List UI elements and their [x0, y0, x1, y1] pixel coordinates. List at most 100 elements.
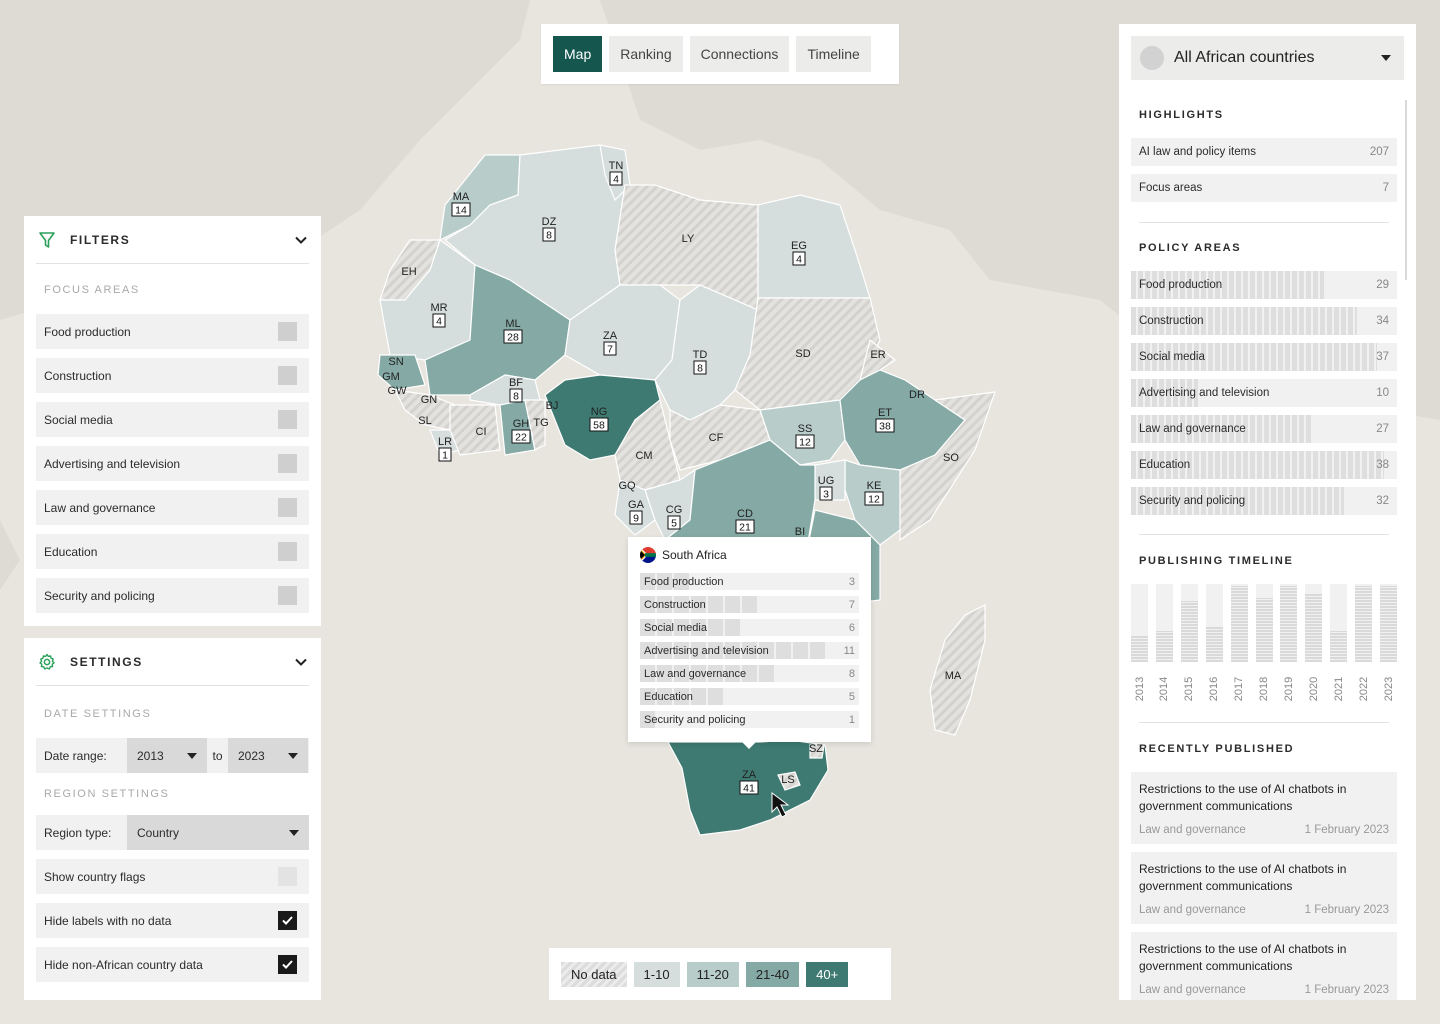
recent-item-area: Law and governance: [1139, 824, 1246, 836]
focus-area-label: Security and policing: [44, 588, 155, 603]
tooltip-row: Social media 6: [640, 619, 859, 636]
tab-timeline[interactable]: Timeline: [796, 36, 871, 72]
chevron-down-icon[interactable]: [293, 654, 309, 670]
tab-connections[interactable]: Connections: [689, 36, 790, 72]
country-shape-sz[interactable]: [809, 744, 825, 759]
hide-labels-checkbox[interactable]: [278, 911, 297, 930]
count-box: [693, 360, 707, 375]
policy-area-row[interactable]: Social media 37: [1131, 343, 1397, 371]
country-code: ZA: [603, 330, 618, 342]
country-code: GQ: [618, 480, 636, 492]
timeline-year-label: 2022: [1355, 672, 1372, 706]
focus-area-social-media[interactable]: Social media: [36, 402, 309, 437]
focus-area-checkbox[interactable]: [278, 366, 297, 385]
timeline-bar[interactable]: [1380, 584, 1397, 662]
focus-area-advertising[interactable]: Advertising and television: [36, 446, 309, 481]
focus-area-checkbox[interactable]: [278, 542, 297, 561]
policy-area-row[interactable]: Construction 34: [1131, 307, 1397, 335]
country-label-sd: SD: [795, 348, 810, 360]
focus-area-law[interactable]: Law and governance: [36, 490, 309, 525]
country-select[interactable]: All African countries: [1131, 36, 1404, 80]
focus-area-label: Law and governance: [44, 500, 156, 515]
highlight-label: Focus areas: [1139, 182, 1203, 194]
country-code: ET: [878, 407, 892, 419]
timeline-year-label: 2023: [1380, 672, 1397, 706]
timeline-bar[interactable]: [1355, 584, 1373, 662]
region-settings-title: REGION SETTINGS: [44, 788, 170, 800]
timeline-bar-fill: [1131, 634, 1148, 662]
timeline-bar[interactable]: [1155, 584, 1173, 662]
timeline-bar[interactable]: [1255, 584, 1273, 662]
count-box: [503, 329, 523, 344]
timeline-bar[interactable]: [1180, 584, 1198, 662]
country-label-sn: SN: [388, 356, 403, 368]
map-legend: No data 1-10 11-20 21-40 40+: [549, 948, 891, 1000]
country-label-mr: MR 4: [430, 302, 448, 328]
timeline-bar[interactable]: [1230, 584, 1248, 662]
focus-area-education[interactable]: Education: [36, 534, 309, 569]
policy-area-row[interactable]: Education 38: [1131, 451, 1397, 479]
chevron-down-icon[interactable]: [293, 232, 309, 248]
count-box: [511, 429, 531, 444]
show-flags-checkbox[interactable]: [278, 867, 297, 886]
country-shape-so[interactable]: [899, 391, 996, 542]
toggle-hide-labels[interactable]: Hide labels with no data: [36, 903, 309, 938]
policy-area-row[interactable]: Food production 29: [1131, 271, 1397, 299]
focus-area-checkbox[interactable]: [278, 454, 297, 473]
filters-header[interactable]: FILTERS: [36, 216, 309, 264]
timeline-bar[interactable]: [1280, 584, 1298, 662]
recent-item[interactable]: Restrictions to the use of AI chatbots i…: [1131, 932, 1397, 1000]
focus-area-checkbox[interactable]: [278, 322, 297, 341]
legend-no-data: No data: [561, 961, 627, 987]
focus-area-food-production[interactable]: Food production: [36, 314, 309, 349]
country-code: LS: [781, 774, 794, 786]
country-count: 14: [455, 205, 467, 217]
count-box: [609, 171, 623, 186]
settings-header[interactable]: SETTINGS: [36, 638, 309, 686]
highlight-row: Focus areas 7: [1131, 174, 1397, 202]
policy-area-row[interactable]: Security and policing 32: [1131, 487, 1397, 515]
divider: [1139, 222, 1389, 223]
focus-area-checkbox[interactable]: [278, 498, 297, 517]
count-box: [542, 227, 556, 242]
country-shape-mg[interactable]: [929, 604, 986, 736]
timeline-bar[interactable]: [1305, 584, 1323, 662]
toggle-hide-non-african[interactable]: Hide non-African country data: [36, 947, 309, 982]
focus-area-security[interactable]: Security and policing: [36, 578, 309, 613]
policy-area-row[interactable]: Law and governance 27: [1131, 415, 1397, 443]
region-type-select[interactable]: Country: [127, 815, 309, 850]
toggle-show-flags[interactable]: Show country flags: [36, 859, 309, 894]
count-box: [629, 510, 643, 525]
date-from-select[interactable]: 2013: [127, 738, 207, 773]
date-settings-title: DATE SETTINGS: [44, 708, 152, 720]
country-shape-tg[interactable]: [524, 399, 546, 451]
country-count: 41: [743, 783, 755, 795]
recent-item[interactable]: Restrictions to the use of AI chatbots i…: [1131, 852, 1397, 924]
country-shape-sn[interactable]: [377, 354, 426, 391]
timeline-bar[interactable]: [1330, 584, 1348, 662]
hide-non-african-checkbox[interactable]: [278, 955, 297, 974]
focus-area-checkbox[interactable]: [278, 410, 297, 429]
focus-area-checkbox[interactable]: [278, 586, 297, 605]
tab-map[interactable]: Map: [553, 36, 603, 72]
toggle-label: Hide non-African country data: [44, 957, 203, 972]
country-shape-ga[interactable]: [614, 479, 656, 536]
timeline-bar[interactable]: [1131, 584, 1148, 662]
country-shape-ls[interactable]: [777, 771, 801, 791]
highlights-title: HIGHLIGHTS: [1139, 109, 1224, 121]
country-shapes[interactable]: [377, 144, 996, 836]
date-to-select[interactable]: 2023: [228, 738, 308, 773]
tab-ranking[interactable]: Ranking: [609, 36, 683, 72]
highlight-value: 207: [1369, 146, 1389, 158]
scrollbar[interactable]: [1405, 100, 1407, 280]
recent-item[interactable]: Restrictions to the use of AI chatbots i…: [1131, 772, 1397, 844]
timeline-bar[interactable]: [1205, 584, 1223, 662]
country-label-gh: GH 22: [511, 418, 531, 444]
mouse-cursor-icon: [771, 792, 790, 818]
policy-area-label: Social media: [1139, 351, 1205, 363]
policy-area-row[interactable]: Advertising and television 10: [1131, 379, 1397, 407]
highlight-row: AI law and policy items 207: [1131, 138, 1397, 166]
country-shape-ci[interactable]: [449, 404, 501, 456]
timeline-year-text: 2023: [1382, 676, 1395, 702]
focus-area-construction[interactable]: Construction: [36, 358, 309, 393]
